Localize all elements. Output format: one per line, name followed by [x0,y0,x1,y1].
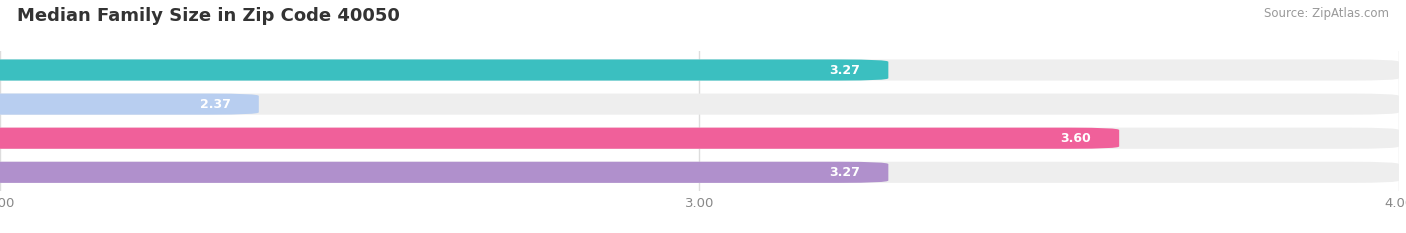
FancyBboxPatch shape [0,59,1399,81]
FancyBboxPatch shape [0,162,889,183]
FancyBboxPatch shape [0,93,259,115]
FancyBboxPatch shape [0,128,1399,149]
Text: 3.27: 3.27 [830,166,860,179]
Text: 3.27: 3.27 [830,64,860,76]
Text: Source: ZipAtlas.com: Source: ZipAtlas.com [1264,7,1389,20]
Text: Median Family Size in Zip Code 40050: Median Family Size in Zip Code 40050 [17,7,399,25]
FancyBboxPatch shape [0,162,1399,183]
Text: 3.60: 3.60 [1060,132,1091,145]
Text: 2.37: 2.37 [200,98,231,111]
FancyBboxPatch shape [0,93,1399,115]
FancyBboxPatch shape [0,128,1119,149]
FancyBboxPatch shape [0,59,889,81]
